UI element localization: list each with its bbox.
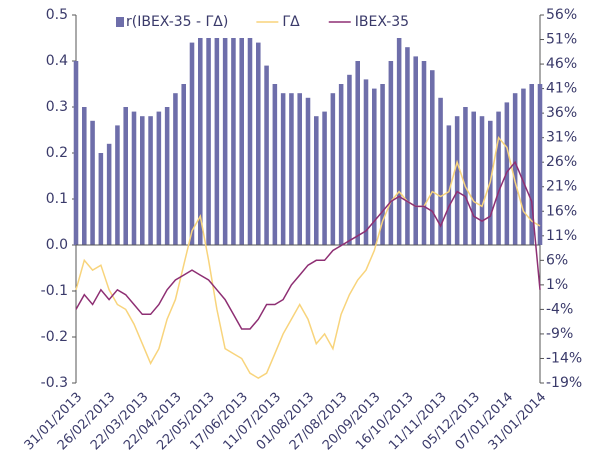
bar — [471, 111, 476, 245]
bar — [454, 116, 460, 245]
bar — [322, 111, 327, 245]
bar — [405, 47, 410, 246]
bar — [98, 153, 104, 245]
bar — [214, 38, 220, 245]
y2-tick-label: 16% — [546, 203, 577, 219]
y2-tick-label: 41% — [546, 81, 577, 97]
bar — [164, 107, 170, 245]
bar — [156, 111, 162, 245]
bar — [463, 107, 468, 245]
bar — [430, 70, 435, 245]
legend-swatch — [116, 17, 124, 27]
y-tick-label: -0.1 — [41, 283, 68, 299]
y-tick-label: 0.2 — [46, 145, 68, 161]
bar — [330, 93, 336, 245]
bar — [189, 42, 195, 245]
bar — [198, 38, 203, 245]
bar — [479, 116, 485, 245]
bar — [363, 79, 369, 246]
bar — [529, 84, 534, 245]
bar — [264, 65, 269, 245]
bar — [438, 97, 443, 245]
legend-label: r(IBEX-35 - ΓΔ) — [126, 14, 228, 30]
bar — [272, 84, 278, 245]
bar — [305, 97, 311, 245]
bar — [256, 42, 261, 245]
y-tick-label: 0.0 — [46, 237, 68, 253]
bar — [380, 84, 385, 245]
bar — [82, 107, 87, 245]
y2-tick-label: -19% — [546, 375, 582, 391]
y2-tick-label: 46% — [546, 56, 577, 72]
bar — [206, 38, 211, 245]
bar — [90, 120, 95, 245]
y2-tick-label: 56% — [546, 7, 577, 23]
bar — [239, 38, 244, 245]
bar — [115, 125, 120, 245]
legend-label: IBEX-35 — [355, 14, 409, 30]
bar — [396, 38, 402, 245]
bar — [496, 111, 501, 245]
bar — [297, 93, 302, 245]
legend-label: ΓΔ — [282, 14, 300, 30]
y2-tick-label: 51% — [546, 32, 577, 48]
bar — [106, 143, 112, 245]
y2-tick-label: 11% — [546, 228, 577, 244]
bar — [280, 93, 286, 245]
y-tick-label: 0.1 — [46, 191, 68, 207]
bar — [512, 93, 518, 245]
y2-tick-label: 1% — [546, 277, 568, 293]
bar — [347, 74, 352, 245]
bar — [222, 38, 228, 245]
bar — [413, 56, 418, 246]
bar — [173, 93, 178, 245]
y2-tick-label: 36% — [546, 105, 577, 121]
bar — [73, 61, 79, 245]
y-tick-label: -0.3 — [41, 375, 68, 391]
bar — [247, 38, 253, 245]
bar — [537, 84, 543, 245]
y2-tick-label: 31% — [546, 130, 577, 146]
line — [75, 160, 541, 330]
bar — [123, 107, 128, 245]
bar — [231, 38, 236, 245]
y-tick-label: -0.2 — [41, 329, 68, 345]
line — [75, 136, 541, 379]
bar — [289, 93, 294, 245]
bar — [372, 88, 377, 245]
bar — [131, 111, 137, 245]
y2-tick-label: 6% — [546, 252, 568, 268]
bar — [148, 116, 153, 245]
bar — [421, 61, 427, 245]
bar — [314, 116, 319, 245]
y2-tick-label: -14% — [546, 350, 582, 366]
bar — [446, 125, 452, 245]
y2-tick-label: 26% — [546, 154, 577, 170]
bar — [521, 88, 526, 245]
y-tick-label: 0.5 — [46, 7, 68, 23]
y2-tick-label: 21% — [546, 179, 577, 195]
bar — [388, 61, 394, 245]
y2-tick-label: -9% — [546, 326, 573, 342]
y-tick-label: 0.4 — [46, 53, 68, 69]
y-tick-label: 0.3 — [46, 99, 68, 115]
y2-tick-label: -4% — [546, 301, 573, 317]
bar — [338, 84, 344, 245]
bar — [355, 61, 360, 245]
bar — [181, 84, 186, 245]
bar — [140, 116, 145, 245]
